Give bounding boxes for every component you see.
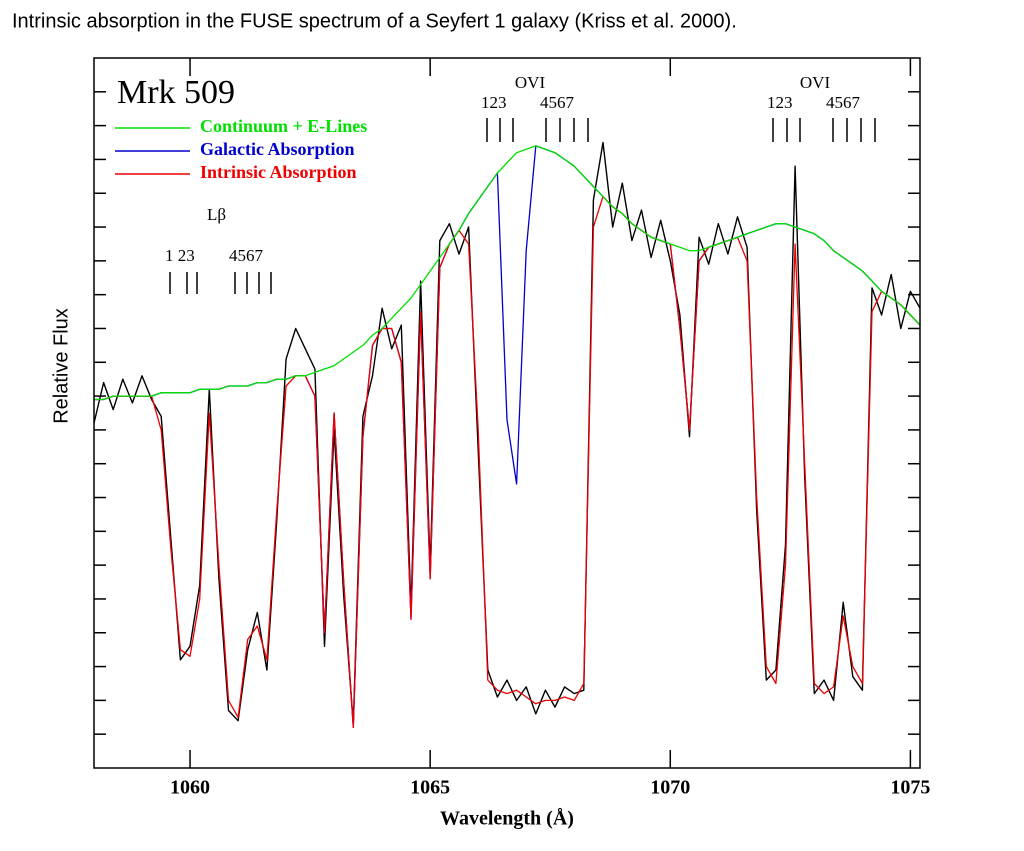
- series-line: [94, 141, 920, 725]
- x-tick-label: 1075: [890, 777, 930, 799]
- series-line: [94, 195, 920, 729]
- annotation: 123: [767, 93, 793, 112]
- annotation: Lβ: [207, 205, 226, 224]
- annotation: 4567: [540, 93, 575, 112]
- y-axis-label: Relative Flux: [50, 308, 72, 424]
- plot-area: [94, 141, 920, 729]
- annotation: 4567: [229, 246, 264, 265]
- annotation: 123: [481, 93, 507, 112]
- x-axis-label: Wavelength (Å): [440, 807, 574, 830]
- plot-frame: [93, 57, 921, 769]
- x-tick-label: 1070: [650, 777, 690, 799]
- annotation: OVI: [800, 73, 831, 92]
- annotation: Mrk 509: [117, 74, 235, 111]
- legend-label: Galactic Absorption: [200, 139, 355, 159]
- annotation: OVI: [515, 73, 546, 92]
- x-tick-label: 1065: [410, 777, 450, 799]
- series-line: [94, 145, 920, 729]
- chart-title: Intrinsic absorption in the FUSE spectru…: [12, 10, 737, 32]
- x-tick-label: 1060: [170, 777, 210, 799]
- legend-label: Continuum + E-Lines: [200, 116, 367, 136]
- series-line: [94, 145, 920, 401]
- annotation: 4567: [826, 93, 861, 112]
- legend-label: Intrinsic Absorption: [200, 162, 357, 182]
- annotation: 1 23: [165, 246, 195, 265]
